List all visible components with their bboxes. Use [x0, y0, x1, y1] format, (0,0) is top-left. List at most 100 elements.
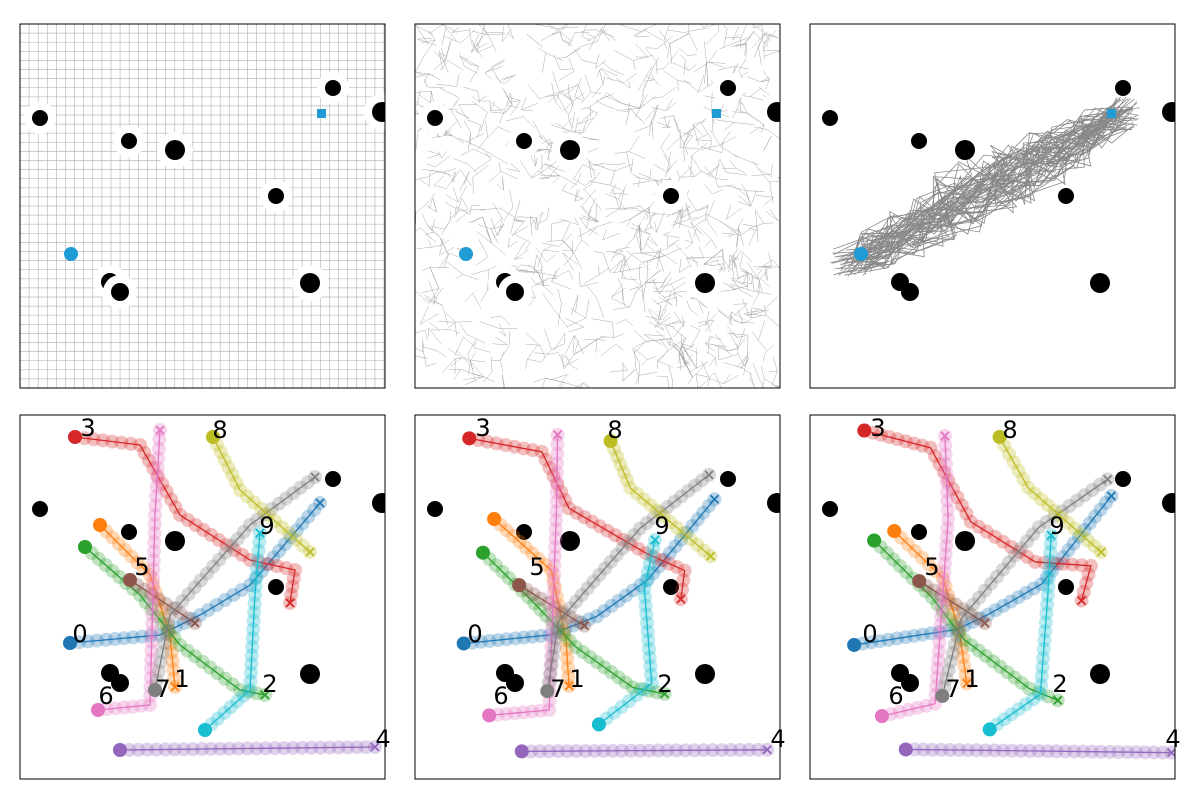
sample-path [860, 124, 1135, 261]
roadmap-edge [581, 28, 594, 33]
obstacle [955, 531, 975, 551]
roadmap-edge [528, 297, 536, 306]
roadmap-edge [415, 108, 420, 115]
roadmap-edge [430, 329, 440, 331]
roadmap-edge [562, 40, 571, 44]
roadmap-edge [580, 281, 599, 287]
roadmap-edge [473, 148, 492, 158]
roadmap-edge [564, 332, 566, 344]
roadmap-edge [415, 53, 426, 73]
roadmap-edge [746, 112, 765, 126]
roadmap-edge [557, 289, 562, 304]
roadmap-edge [415, 213, 416, 214]
roadmap-edge [765, 79, 770, 90]
roadmap-edge [735, 65, 749, 70]
roadmap-edge [688, 229, 694, 243]
roadmap-edge [503, 206, 514, 222]
roadmap-edge [641, 252, 661, 259]
roadmap-edge [763, 29, 777, 45]
obstacle [901, 674, 919, 692]
roadmap-edge [507, 24, 514, 40]
obstacle [325, 471, 341, 487]
roadmap-edge [638, 371, 658, 376]
roadmap-edge [725, 204, 732, 220]
roadmap-edge [490, 218, 498, 236]
roadmap-edge [751, 173, 772, 177]
roadmap-edge [541, 159, 559, 173]
panel-frame [414, 23, 781, 389]
roadmap-edge [646, 260, 648, 283]
roadmap-edge [433, 60, 446, 71]
roadmap-edge [562, 190, 583, 199]
agent-start [603, 434, 618, 449]
agent-start [857, 423, 872, 438]
roadmap-edge [507, 238, 510, 248]
roadmap-edge [559, 382, 566, 388]
roadmap-edge [572, 239, 583, 255]
roadmap-edge [617, 185, 627, 200]
roadmap-edge [635, 368, 639, 376]
trajectory [119, 746, 376, 751]
roadmap-edge [749, 309, 770, 316]
roadmap-edge [449, 252, 459, 258]
roadmap-edge [760, 278, 771, 288]
roadmap-edge [729, 254, 740, 261]
roadmap-edge [734, 42, 746, 48]
roadmap-edge [621, 278, 638, 280]
roadmap-edge [465, 359, 474, 370]
roadmap-edge [636, 222, 641, 235]
roadmap-edge [581, 189, 597, 207]
roadmap-edge [760, 266, 770, 279]
roadmap-edge [613, 306, 630, 310]
roadmap-edge [489, 102, 491, 111]
roadmap-edge [650, 57, 659, 74]
roadmap-edge [463, 336, 475, 347]
roadmap-edge [513, 233, 531, 243]
roadmap-edge [688, 33, 699, 52]
roadmap-edge [642, 81, 646, 97]
roadmap-edge [745, 190, 751, 207]
roadmap-edge [593, 251, 604, 254]
roadmap-edge [678, 48, 689, 57]
roadmap-edge [510, 93, 513, 106]
roadmap-edge [738, 58, 747, 71]
agent-goal [305, 547, 315, 557]
roadmap-edge [527, 84, 540, 100]
roadmap-edge [524, 332, 541, 346]
roadmap-edge [486, 150, 495, 157]
roadmap-edge [567, 116, 572, 128]
roadmap-edge [655, 61, 658, 75]
roadmap-edge [706, 61, 709, 87]
roadmap-edge [441, 219, 452, 235]
roadmap-edge [633, 54, 654, 61]
obstacle [165, 531, 185, 551]
roadmap-edge [557, 303, 562, 326]
roadmap-edge [605, 250, 624, 253]
roadmap-edge [632, 180, 652, 185]
roadmap-edge [574, 189, 578, 202]
roadmap-edge [717, 354, 739, 361]
roadmap-edge [441, 150, 447, 159]
roadmap-edge [540, 266, 545, 287]
obstacle [695, 273, 715, 293]
roadmap-edge [468, 28, 472, 44]
roadmap-edge [506, 100, 521, 103]
roadmap-edge [427, 163, 436, 168]
roadmap-edge [464, 66, 479, 75]
roadmap-edge [605, 92, 623, 104]
roadmap-edge [772, 356, 778, 372]
roadmap-edge [638, 224, 642, 254]
roadmap-edge [543, 286, 554, 295]
trajectory [97, 429, 161, 711]
roadmap-edge [731, 279, 749, 287]
roadmap-edge [624, 234, 637, 249]
roadmap-edge [709, 139, 713, 151]
roadmap-edge [415, 148, 417, 150]
agent-label: 2 [657, 670, 672, 698]
roadmap-edge [439, 238, 445, 247]
roadmap-edge [570, 181, 579, 190]
roadmap-edge [757, 168, 773, 178]
agent-start [93, 518, 107, 532]
roadmap-edge [765, 266, 767, 280]
